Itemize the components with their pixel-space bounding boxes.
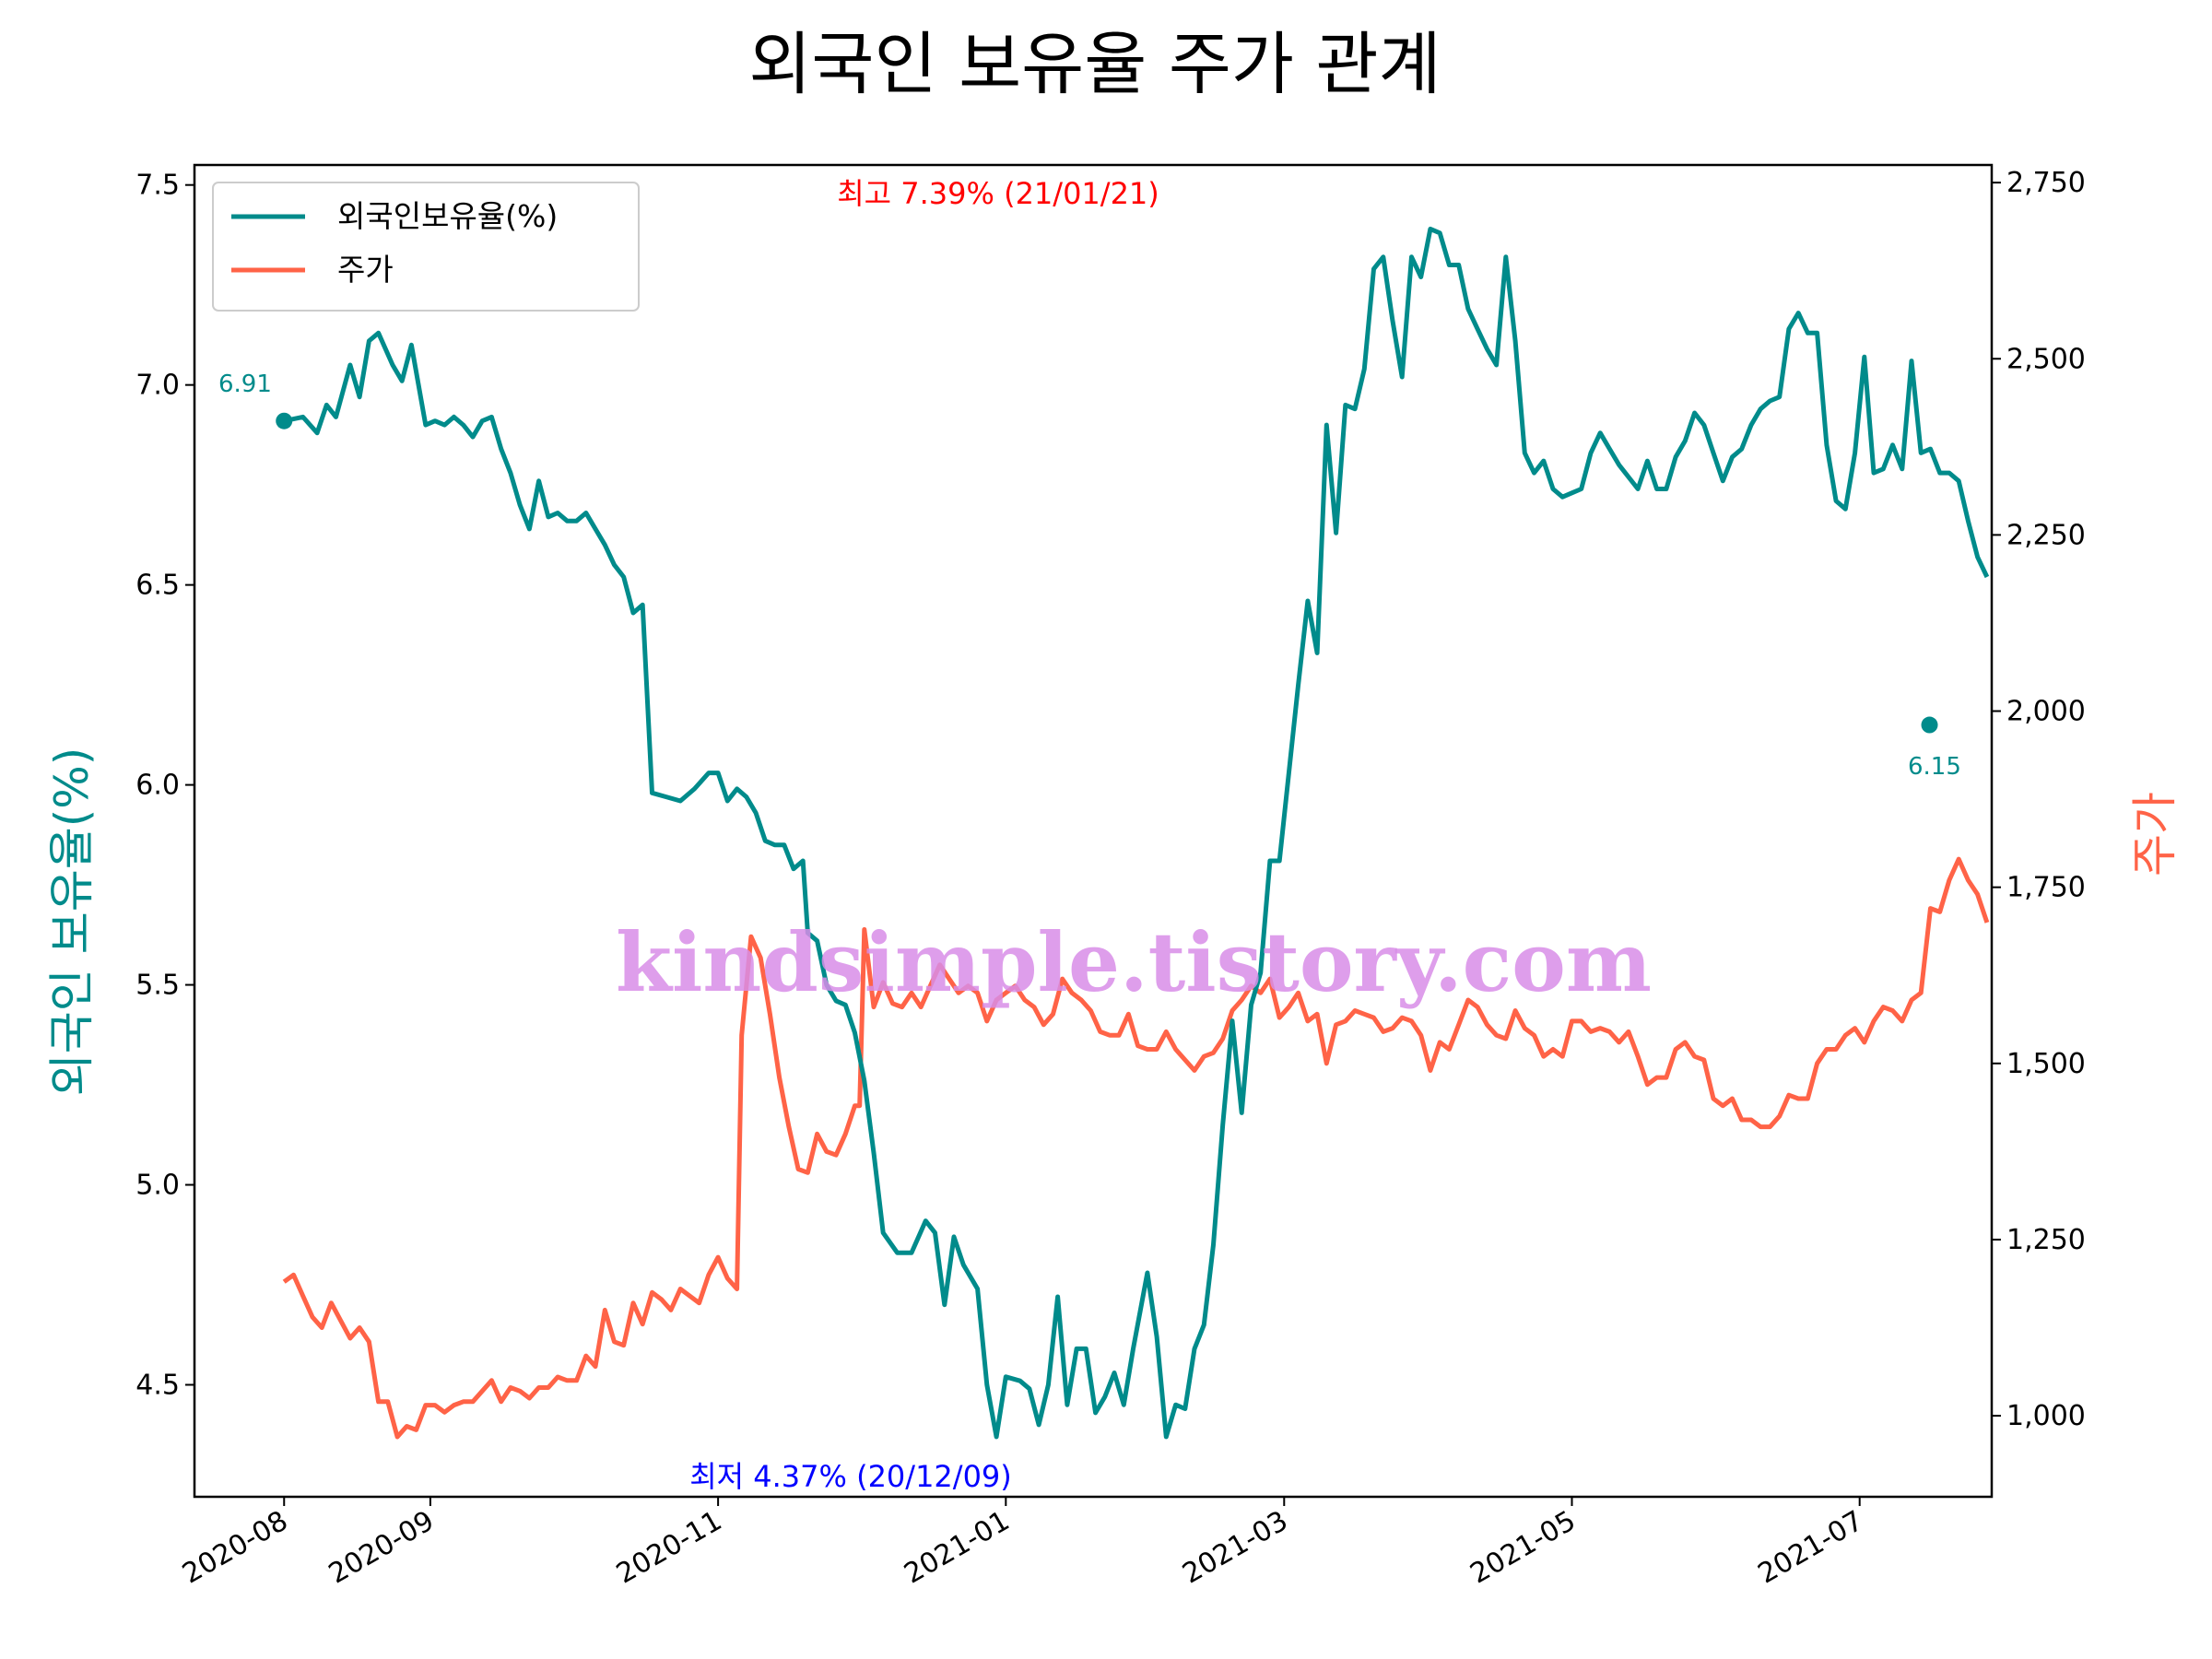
y-axis-right: 1,000 1,250 1,500 1,750 2,000 2,250 2,500 2,750 xyxy=(1992,167,2086,1432)
y-right-tick-label: 2,750 xyxy=(2006,167,2086,199)
min-annotation: 최저 4.37% (20/12/09) xyxy=(689,1459,1012,1494)
watermark: kindsimple.tistory.com xyxy=(616,914,1652,1010)
start-value-label: 6.91 xyxy=(218,371,272,398)
y-right-tick-label: 1,750 xyxy=(2006,872,2086,904)
series-holding-line xyxy=(283,226,1990,1440)
y-left-tick-label: 6.5 xyxy=(135,570,180,602)
y-axis-right-label: 주가 xyxy=(2128,792,2182,877)
y-left-tick-label: 5.5 xyxy=(135,970,180,1002)
y-axis-left-label: 외국인 보유율(%) xyxy=(45,747,99,1096)
y-right-tick-label: 2,250 xyxy=(2006,519,2086,551)
start-point-marker xyxy=(276,412,293,429)
plot-frame xyxy=(193,163,1994,1499)
y-right-tick-label: 2,000 xyxy=(2006,696,2086,728)
y-right-tick-label: 2,500 xyxy=(2006,343,2086,375)
y-left-tick-label: 5.0 xyxy=(135,1170,180,1202)
legend-label-price: 주가 xyxy=(337,252,394,288)
end-value-label: 6.15 xyxy=(1908,753,1961,781)
y-left-tick-label: 6.0 xyxy=(135,770,180,802)
y-right-tick-label: 1,000 xyxy=(2006,1400,2086,1432)
legend: 외국인보유율(%) 주가 xyxy=(212,182,640,312)
legend-label-holding: 외국인보유율(%) xyxy=(337,198,558,234)
series-layer xyxy=(276,226,1990,1440)
y-left-tick-label: 7.5 xyxy=(135,170,180,202)
max-annotation: 최고 7.39% (21/01/21) xyxy=(837,176,1159,211)
end-point-marker xyxy=(1921,716,1938,734)
series-price-line xyxy=(282,856,1990,1440)
chart-title: 외국인 보유율 주가 관계 xyxy=(748,25,1441,104)
legend-frame xyxy=(212,182,640,312)
y-axis-left: 4.5 5.0 5.5 6.0 6.5 7.0 7.5 xyxy=(135,170,194,1401)
y-left-tick-label: 7.0 xyxy=(135,370,180,402)
y-right-tick-label: 1,500 xyxy=(2006,1048,2086,1080)
plot-area xyxy=(193,163,1994,1499)
y-right-tick-label: 1,250 xyxy=(2006,1224,2086,1256)
y-left-tick-label: 4.5 xyxy=(135,1369,180,1401)
